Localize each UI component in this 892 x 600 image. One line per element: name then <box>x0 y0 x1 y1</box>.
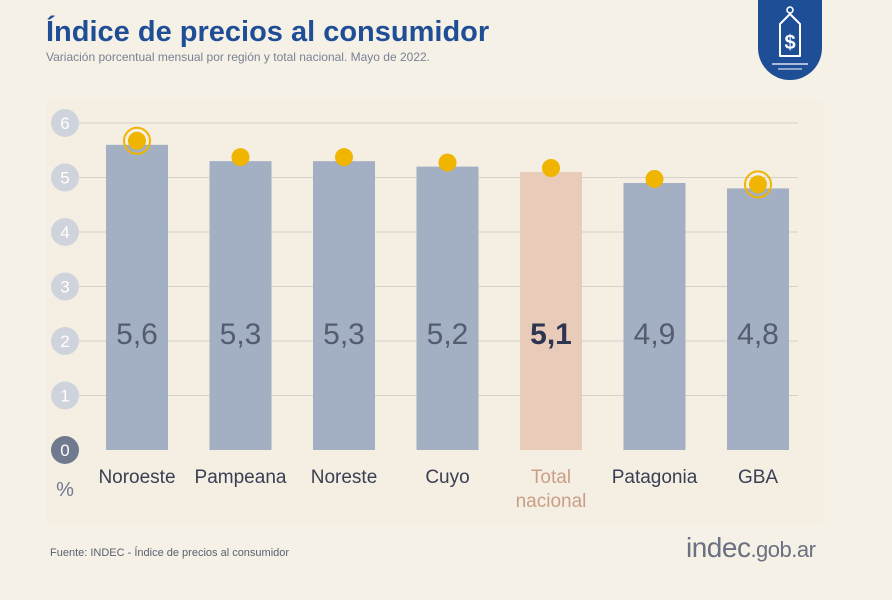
price-tag-badge: $ <box>758 0 822 80</box>
data-marker <box>749 175 767 194</box>
y-axis-unit-label: % <box>56 479 74 501</box>
y-tick-bubble <box>51 163 79 192</box>
y-tick-label: 0 <box>60 441 69 460</box>
category-label: Cuyo <box>425 467 469 488</box>
y-tick-label: 4 <box>60 223 69 242</box>
value-label: 5,6 <box>116 318 158 351</box>
bar <box>313 161 375 450</box>
chart-subtitle: Variación porcentual mensual por región … <box>46 50 431 64</box>
header: Índice de precios al consumidor Variació… <box>46 14 489 64</box>
data-marker <box>231 148 250 167</box>
value-label: 5,3 <box>220 318 262 351</box>
y-tick-bubble <box>51 218 79 246</box>
y-tick-label: 5 <box>60 169 69 188</box>
category-label: Noroeste <box>98 467 175 488</box>
value-label: 5,1 <box>530 318 572 351</box>
y-tick-bubble <box>51 327 79 355</box>
bar <box>106 144 168 451</box>
bar <box>416 166 479 450</box>
category-label: GBA <box>738 467 778 488</box>
category-label: Noreste <box>311 467 378 488</box>
y-tick-label: 2 <box>60 332 69 351</box>
marker-ring <box>744 170 772 199</box>
chart-panel: 5,6 5,3 5,3 5,2 5,1 4,9 4,8 0 1 2 3 4 5 6% Noroeste Pam… <box>46 100 824 524</box>
source-note: Fuente: INDEC - Índice de precios al con… <box>50 547 290 559</box>
y-tick-label: 1 <box>60 387 69 406</box>
indec-logo: indec.gob.ar <box>686 532 816 564</box>
y-tick-bubble <box>51 272 79 301</box>
y-tick-bubble <box>51 436 79 464</box>
logo-suffix: .gob.ar <box>750 537 816 562</box>
data-marker <box>645 169 664 188</box>
bar <box>209 161 272 450</box>
y-tick-bubble <box>51 381 79 410</box>
category-label: Total <box>531 467 571 488</box>
y-tick-bubble <box>51 109 79 137</box>
bar <box>727 188 789 450</box>
data-marker <box>128 131 146 150</box>
data-marker <box>438 153 457 172</box>
value-label: 5,2 <box>427 318 469 351</box>
logo-main: indec <box>686 532 751 563</box>
y-tick-label: 6 <box>60 114 69 133</box>
value-label: 4,8 <box>737 318 779 351</box>
svg-text:$: $ <box>784 32 795 54</box>
marker-ring <box>123 126 151 155</box>
y-tick-label: 3 <box>60 278 69 297</box>
bar <box>520 172 582 451</box>
price-tag-dollar-icon: $ <box>772 6 808 70</box>
bar-chart: 5,6 5,3 5,3 5,2 5,1 4,9 4,8 0 1 2 3 4 5 6% Noroeste Pam… <box>51 109 798 512</box>
value-label: 4,9 <box>634 318 676 351</box>
category-label: Pampeana <box>195 467 287 488</box>
data-marker <box>335 148 353 167</box>
category-label: Patagonia <box>612 467 698 488</box>
value-label: 5,3 <box>323 318 365 351</box>
bar <box>623 182 686 450</box>
data-marker <box>542 159 560 178</box>
category-label: nacional <box>516 491 587 512</box>
chart-title: Índice de precios al consumidor <box>46 16 490 48</box>
